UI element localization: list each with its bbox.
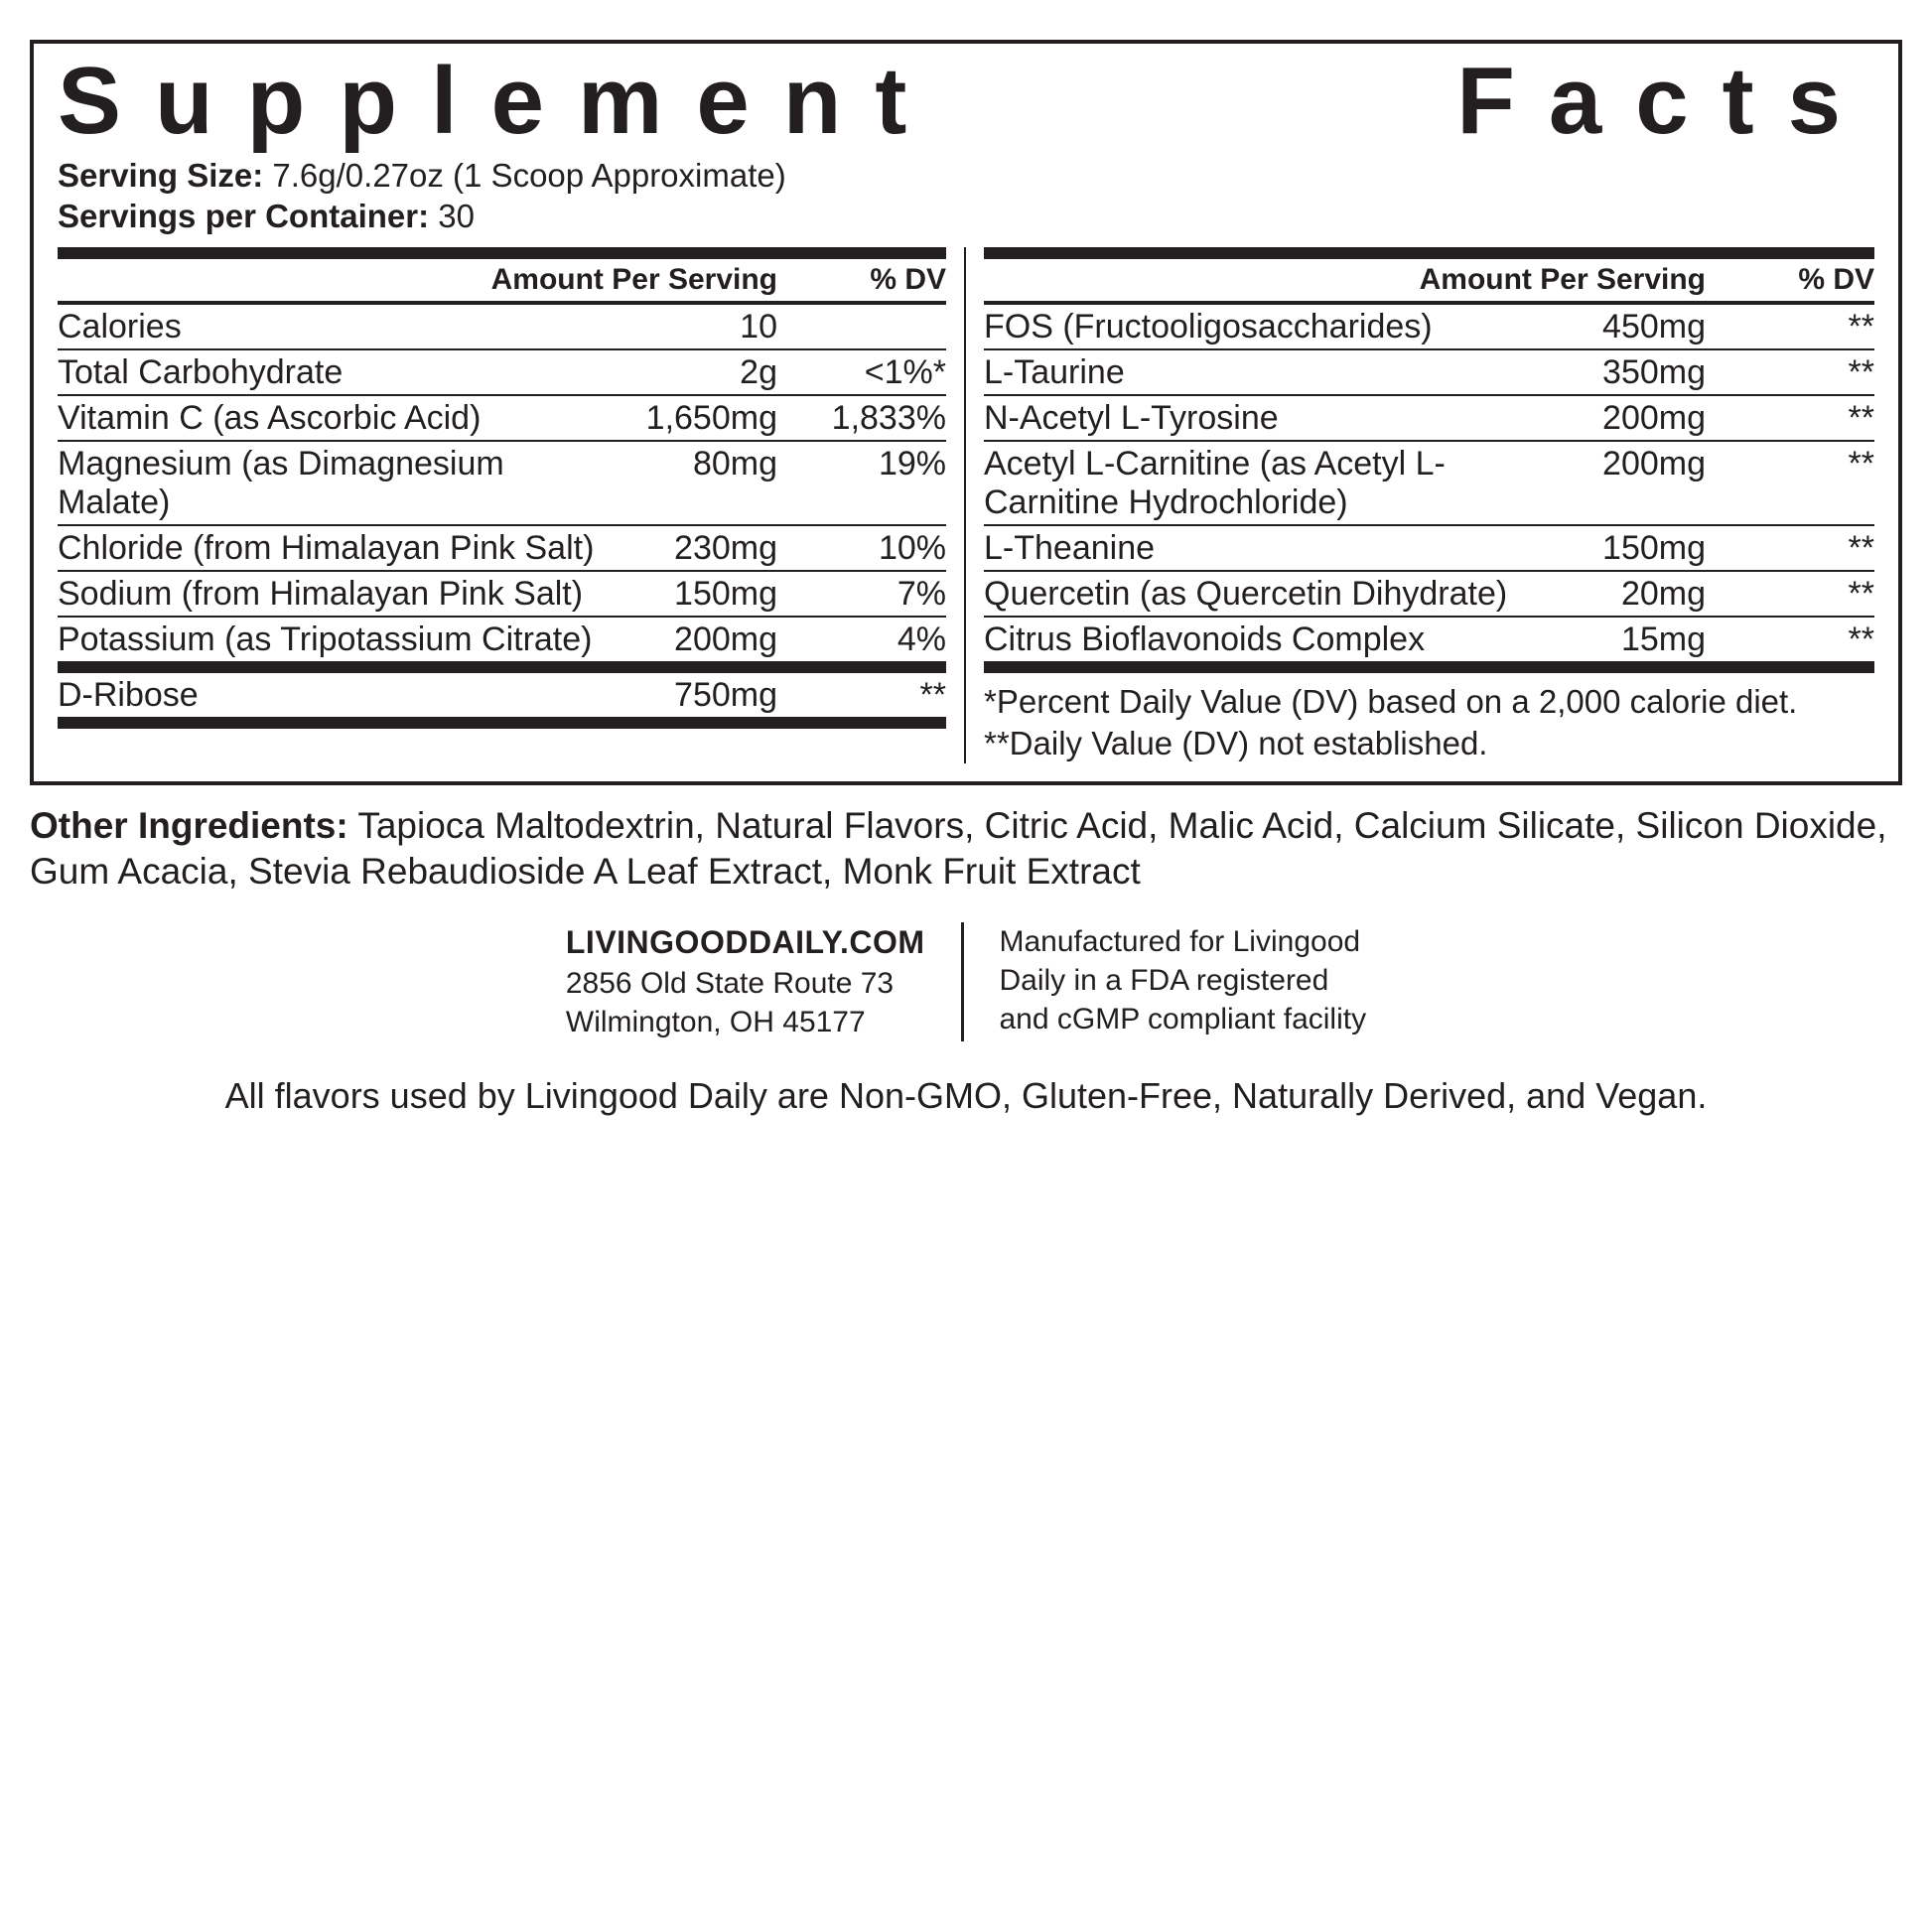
nutrient-dv: 7% — [807, 575, 946, 614]
nutrient-amount: 1,650mg — [609, 399, 807, 438]
nutrient-name: Magnesium (as Dimagnesium Malate) — [58, 445, 609, 522]
thick-end — [984, 661, 1874, 673]
nutrient-name: Calories — [58, 308, 609, 346]
header-amount: Amount Per Serving — [470, 263, 807, 297]
col-header: Amount Per Serving % DV — [58, 247, 946, 305]
nutrient-amount: 230mg — [609, 529, 807, 568]
footnotes: *Percent Daily Value (DV) based on a 2,0… — [984, 673, 1874, 763]
contact-row: LIVINGOODDAILY.COM 2856 Old State Route … — [30, 922, 1902, 1041]
nutrient-dv: 4% — [807, 621, 946, 659]
nutrient-dv: 10% — [807, 529, 946, 568]
nutrient-name: L-Theanine — [984, 529, 1537, 568]
nutrient-name: N-Acetyl L-Tyrosine — [984, 399, 1537, 438]
nutrient-amount: 2g — [609, 353, 807, 392]
nutrient-dv: ** — [1735, 308, 1874, 346]
table-row: Potassium (as Tripotassium Citrate)200mg… — [58, 618, 946, 663]
table-row: FOS (Fructooligosaccharides)450mg** — [984, 305, 1874, 350]
table-row: Chloride (from Himalayan Pink Salt)230mg… — [58, 526, 946, 572]
serving-block: Serving Size: 7.6g/0.27oz (1 Scoop Appro… — [58, 155, 1874, 237]
nutrient-name: Vitamin C (as Ascorbic Acid) — [58, 399, 609, 438]
footnote-not-established: **Daily Value (DV) not established. — [984, 723, 1874, 763]
nutrient-dv: 1,833% — [807, 399, 946, 438]
nutrient-amount: 200mg — [1537, 445, 1735, 483]
table-row: Vitamin C (as Ascorbic Acid)1,650mg1,833… — [58, 396, 946, 442]
mfg-line-3: and cGMP compliant facility — [1000, 1000, 1367, 1038]
nutrient-dv: ** — [807, 676, 946, 715]
facts-columns: Amount Per Serving % DV Calories10Total … — [58, 247, 1874, 763]
supplement-facts-panel: Supplement Facts Serving Size: 7.6g/0.27… — [30, 40, 1902, 785]
website: LIVINGOODDAILY.COM — [566, 922, 925, 964]
other-label: Other Ingredients: — [30, 805, 348, 846]
nutrient-amount: 80mg — [609, 445, 807, 483]
nutrient-dv: ** — [1735, 353, 1874, 392]
nutrient-name: L-Taurine — [984, 353, 1537, 392]
nutrient-name: Chloride (from Himalayan Pink Salt) — [58, 529, 609, 568]
nutrient-amount: 200mg — [1537, 399, 1735, 438]
header-amount: Amount Per Serving — [1398, 263, 1735, 297]
table-row: N-Acetyl L-Tyrosine200mg** — [984, 396, 1874, 442]
other-ingredients: Other Ingredients: Tapioca Maltodextrin,… — [30, 803, 1902, 896]
left-rows: Calories10Total Carbohydrate2g<1%*Vitami… — [58, 305, 946, 664]
table-row: Calories10 — [58, 305, 946, 350]
col-header: Amount Per Serving % DV — [984, 247, 1874, 305]
left-rows-after: D-Ribose750mg** — [58, 673, 946, 719]
nutrient-name: Total Carbohydrate — [58, 353, 609, 392]
mfg-line-1: Manufactured for Livingood — [1000, 922, 1367, 961]
nutrient-name: FOS (Fructooligosaccharides) — [984, 308, 1537, 346]
nutrient-dv: 19% — [807, 445, 946, 483]
footnote-dv: *Percent Daily Value (DV) based on a 2,0… — [984, 681, 1874, 722]
contact-left: LIVINGOODDAILY.COM 2856 Old State Route … — [566, 922, 964, 1041]
servings-per-value: 30 — [438, 198, 475, 234]
nutrient-name: Sodium (from Himalayan Pink Salt) — [58, 575, 609, 614]
nutrient-amount: 450mg — [1537, 308, 1735, 346]
address-line-2: Wilmington, OH 45177 — [566, 1003, 925, 1041]
nutrient-name: Quercetin (as Quercetin Dihydrate) — [984, 575, 1537, 614]
nutrient-dv: <1%* — [807, 353, 946, 392]
nutrient-amount: 20mg — [1537, 575, 1735, 614]
nutrient-amount: 15mg — [1537, 621, 1735, 659]
nutrient-dv: ** — [1735, 445, 1874, 483]
nutrient-name: D-Ribose — [58, 676, 609, 715]
thick-separator — [58, 661, 946, 673]
table-row: Total Carbohydrate2g<1%* — [58, 350, 946, 396]
nutrient-dv: ** — [1735, 399, 1874, 438]
servings-per-label: Servings per Container: — [58, 198, 429, 234]
header-dv: % DV — [807, 263, 946, 297]
table-row: Citrus Bioflavonoids Complex15mg** — [984, 618, 1874, 663]
table-row: Acetyl L-Carnitine (as Acetyl L-Carnitin… — [984, 442, 1874, 526]
nutrient-name: Potassium (as Tripotassium Citrate) — [58, 621, 609, 659]
right-rows: FOS (Fructooligosaccharides)450mg**L-Tau… — [984, 305, 1874, 664]
nutrient-dv: ** — [1735, 529, 1874, 568]
table-row: Quercetin (as Quercetin Dihydrate)20mg** — [984, 572, 1874, 618]
serving-size-label: Serving Size: — [58, 157, 263, 194]
nutrient-amount: 200mg — [609, 621, 807, 659]
table-row: Sodium (from Himalayan Pink Salt)150mg7% — [58, 572, 946, 618]
nutrient-dv: ** — [1735, 621, 1874, 659]
address-line-1: 2856 Old State Route 73 — [566, 964, 925, 1003]
nutrient-amount: 150mg — [1537, 529, 1735, 568]
table-row: Magnesium (as Dimagnesium Malate)80mg19% — [58, 442, 946, 526]
flavor-note: All flavors used by Livingood Daily are … — [30, 1075, 1902, 1117]
nutrient-amount: 350mg — [1537, 353, 1735, 392]
header-dv: % DV — [1735, 263, 1874, 297]
nutrient-amount: 750mg — [609, 676, 807, 715]
nutrient-dv: ** — [1735, 575, 1874, 614]
panel-title: Supplement Facts — [58, 54, 1874, 149]
nutrient-name: Citrus Bioflavonoids Complex — [984, 621, 1537, 659]
mfg-line-2: Daily in a FDA registered — [1000, 961, 1367, 1000]
table-row: L-Taurine350mg** — [984, 350, 1874, 396]
table-row: D-Ribose750mg** — [58, 673, 946, 719]
table-row: L-Theanine150mg** — [984, 526, 1874, 572]
nutrient-name: Acetyl L-Carnitine (as Acetyl L-Carnitin… — [984, 445, 1537, 522]
contact-right: Manufactured for Livingood Daily in a FD… — [964, 922, 1367, 1041]
facts-col-right: Amount Per Serving % DV FOS (Fructooligo… — [966, 247, 1874, 763]
thick-end — [58, 717, 946, 729]
facts-col-left: Amount Per Serving % DV Calories10Total … — [58, 247, 966, 763]
nutrient-amount: 10 — [609, 308, 807, 346]
nutrient-amount: 150mg — [609, 575, 807, 614]
serving-size-value: 7.6g/0.27oz (1 Scoop Approximate) — [272, 157, 785, 194]
